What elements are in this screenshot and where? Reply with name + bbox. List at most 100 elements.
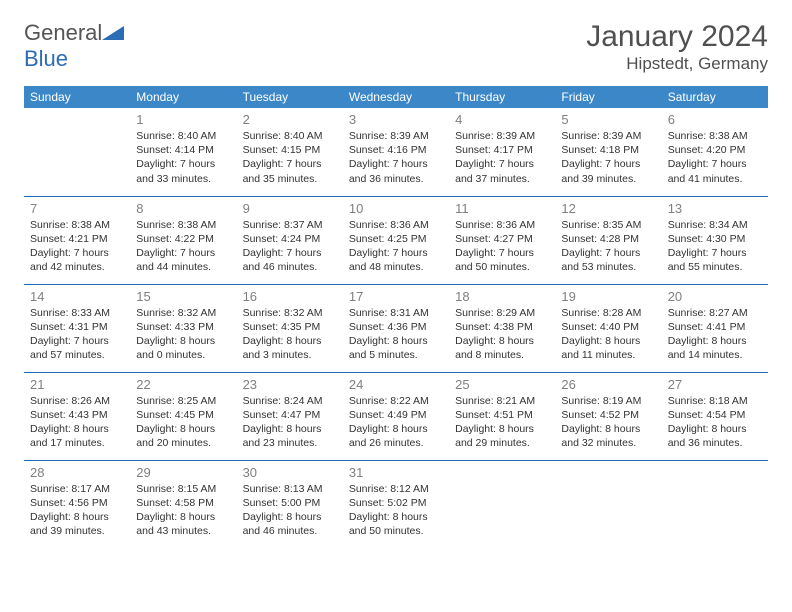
day-number: 27 [668, 377, 762, 392]
calendar-cell: 31 Sunrise: 8:12 AMSunset: 5:02 PMDayligh… [343, 460, 449, 548]
calendar-cell: 25 Sunrise: 8:21 AMSunset: 4:51 PMDayligh… [449, 372, 555, 460]
day-number: 8 [136, 201, 230, 216]
calendar-cell: 14Sunrise: 8:33 AMSunset: 4:31 PMDayligh… [24, 284, 130, 372]
day-details: Sunrise: 8:39 AMSunset: 4:17 PMDaylight:… [455, 129, 549, 186]
day-number: 29 [136, 465, 230, 480]
day-details: Sunrise: 8:25 AMSunset: 4:45 PMDaylight:… [136, 394, 230, 451]
calendar-cell: 29 Sunrise: 8:15 AMSunset: 4:58 PMDayligh… [130, 460, 236, 548]
calendar-cell [449, 460, 555, 548]
day-number: 24 [349, 377, 443, 392]
day-header: Sunday [24, 86, 130, 108]
day-details: Sunrise: 8:38 AMSunset: 4:20 PMDaylight:… [668, 129, 762, 186]
calendar-cell: 23 Sunrise: 8:24 AMSunset: 4:47 PMDayligh… [237, 372, 343, 460]
day-number: 13 [668, 201, 762, 216]
day-header: Wednesday [343, 86, 449, 108]
day-details: Sunrise: 8:35 AMSunset: 4:28 PMDaylight:… [561, 218, 655, 275]
calendar-cell: 11 Sunrise: 8:36 AMSunset: 4:27 PMDayligh… [449, 196, 555, 284]
logo: General Blue [24, 20, 124, 72]
day-number: 30 [243, 465, 337, 480]
calendar-row: 7 Sunrise: 8:38 AMSunset: 4:21 PMDaylight… [24, 196, 768, 284]
day-details: Sunrise: 8:22 AMSunset: 4:49 PMDaylight:… [349, 394, 443, 451]
calendar-cell: 3 Sunrise: 8:39 AMSunset: 4:16 PMDaylight… [343, 108, 449, 196]
calendar-row: 1 Sunrise: 8:40 AMSunset: 4:14 PMDaylight… [24, 108, 768, 196]
day-number: 22 [136, 377, 230, 392]
calendar-cell: 13 Sunrise: 8:34 AMSunset: 4:30 PMDayligh… [662, 196, 768, 284]
day-details: Sunrise: 8:39 AMSunset: 4:16 PMDaylight:… [349, 129, 443, 186]
day-header-row: SundayMondayTuesdayWednesdayThursdayFrid… [24, 86, 768, 108]
calendar-cell: 18 Sunrise: 8:29 AMSunset: 4:38 PMDayligh… [449, 284, 555, 372]
day-number: 12 [561, 201, 655, 216]
day-number: 5 [561, 112, 655, 127]
day-details: Sunrise: 8:40 AMSunset: 4:15 PMDaylight:… [243, 129, 337, 186]
day-number: 14 [30, 289, 124, 304]
day-number: 4 [455, 112, 549, 127]
day-header: Tuesday [237, 86, 343, 108]
calendar-cell: 6Sunrise: 8:38 AMSunset: 4:20 PMDaylight… [662, 108, 768, 196]
day-number: 1 [136, 112, 230, 127]
day-details: Sunrise: 8:18 AMSunset: 4:54 PMDaylight:… [668, 394, 762, 451]
calendar-cell: 19 Sunrise: 8:28 AMSunset: 4:40 PMDayligh… [555, 284, 661, 372]
day-details: Sunrise: 8:40 AMSunset: 4:14 PMDaylight:… [136, 129, 230, 186]
calendar-cell [24, 108, 130, 196]
calendar-cell: 24 Sunrise: 8:22 AMSunset: 4:49 PMDayligh… [343, 372, 449, 460]
day-details: Sunrise: 8:19 AMSunset: 4:52 PMDaylight:… [561, 394, 655, 451]
title-block: January 2024 Hipstedt, Germany [586, 20, 768, 74]
day-header: Friday [555, 86, 661, 108]
calendar-cell: 12 Sunrise: 8:35 AMSunset: 4:28 PMDayligh… [555, 196, 661, 284]
calendar-cell: 20Sunrise: 8:27 AMSunset: 4:41 PMDayligh… [662, 284, 768, 372]
day-number: 2 [243, 112, 337, 127]
day-details: Sunrise: 8:34 AMSunset: 4:30 PMDaylight:… [668, 218, 762, 275]
logo-word1: General [24, 20, 102, 45]
day-number: 3 [349, 112, 443, 127]
day-details: Sunrise: 8:27 AMSunset: 4:41 PMDaylight:… [668, 306, 762, 363]
calendar-row: 28Sunrise: 8:17 AMSunset: 4:56 PMDayligh… [24, 460, 768, 548]
day-details: Sunrise: 8:28 AMSunset: 4:40 PMDaylight:… [561, 306, 655, 363]
day-details: Sunrise: 8:37 AMSunset: 4:24 PMDaylight:… [243, 218, 337, 275]
day-header: Saturday [662, 86, 768, 108]
calendar-row: 14Sunrise: 8:33 AMSunset: 4:31 PMDayligh… [24, 284, 768, 372]
day-header: Monday [130, 86, 236, 108]
day-number: 11 [455, 201, 549, 216]
calendar-cell: 28Sunrise: 8:17 AMSunset: 4:56 PMDayligh… [24, 460, 130, 548]
day-number: 25 [455, 377, 549, 392]
calendar-cell: 4 Sunrise: 8:39 AMSunset: 4:17 PMDaylight… [449, 108, 555, 196]
calendar-body: 1 Sunrise: 8:40 AMSunset: 4:14 PMDaylight… [24, 108, 768, 548]
day-details: Sunrise: 8:38 AMSunset: 4:21 PMDaylight:… [30, 218, 124, 275]
day-details: Sunrise: 8:13 AMSunset: 5:00 PMDaylight:… [243, 482, 337, 539]
day-details: Sunrise: 8:36 AMSunset: 4:27 PMDaylight:… [455, 218, 549, 275]
calendar-cell: 2 Sunrise: 8:40 AMSunset: 4:15 PMDaylight… [237, 108, 343, 196]
calendar-cell: 7 Sunrise: 8:38 AMSunset: 4:21 PMDaylight… [24, 196, 130, 284]
day-details: Sunrise: 8:12 AMSunset: 5:02 PMDaylight:… [349, 482, 443, 539]
day-details: Sunrise: 8:21 AMSunset: 4:51 PMDaylight:… [455, 394, 549, 451]
day-number: 18 [455, 289, 549, 304]
calendar-cell: 26 Sunrise: 8:19 AMSunset: 4:52 PMDayligh… [555, 372, 661, 460]
day-details: Sunrise: 8:15 AMSunset: 4:58 PMDaylight:… [136, 482, 230, 539]
day-details: Sunrise: 8:32 AMSunset: 4:33 PMDaylight:… [136, 306, 230, 363]
day-details: Sunrise: 8:38 AMSunset: 4:22 PMDaylight:… [136, 218, 230, 275]
day-details: Sunrise: 8:24 AMSunset: 4:47 PMDaylight:… [243, 394, 337, 451]
logo-word2: Blue [24, 46, 68, 71]
day-details: Sunrise: 8:31 AMSunset: 4:36 PMDaylight:… [349, 306, 443, 363]
day-number: 31 [349, 465, 443, 480]
day-details: Sunrise: 8:36 AMSunset: 4:25 PMDaylight:… [349, 218, 443, 275]
day-number: 17 [349, 289, 443, 304]
calendar-cell: 1 Sunrise: 8:40 AMSunset: 4:14 PMDaylight… [130, 108, 236, 196]
calendar-cell: 9Sunrise: 8:37 AMSunset: 4:24 PMDaylight… [237, 196, 343, 284]
day-number: 15 [136, 289, 230, 304]
calendar-cell [555, 460, 661, 548]
day-details: Sunrise: 8:17 AMSunset: 4:56 PMDaylight:… [30, 482, 124, 539]
day-details: Sunrise: 8:39 AMSunset: 4:18 PMDaylight:… [561, 129, 655, 186]
calendar-cell: 15 Sunrise: 8:32 AMSunset: 4:33 PMDayligh… [130, 284, 236, 372]
day-number: 23 [243, 377, 337, 392]
triangle-icon [102, 20, 124, 36]
location: Hipstedt, Germany [586, 54, 768, 74]
day-number: 26 [561, 377, 655, 392]
day-number: 19 [561, 289, 655, 304]
day-number: 7 [30, 201, 124, 216]
logo-text: General Blue [24, 20, 124, 72]
day-number: 21 [30, 377, 124, 392]
day-details: Sunrise: 8:32 AMSunset: 4:35 PMDaylight:… [243, 306, 337, 363]
day-details: Sunrise: 8:29 AMSunset: 4:38 PMDaylight:… [455, 306, 549, 363]
calendar-cell: 30 Sunrise: 8:13 AMSunset: 5:00 PMDayligh… [237, 460, 343, 548]
calendar-cell: 17 Sunrise: 8:31 AMSunset: 4:36 PMDayligh… [343, 284, 449, 372]
